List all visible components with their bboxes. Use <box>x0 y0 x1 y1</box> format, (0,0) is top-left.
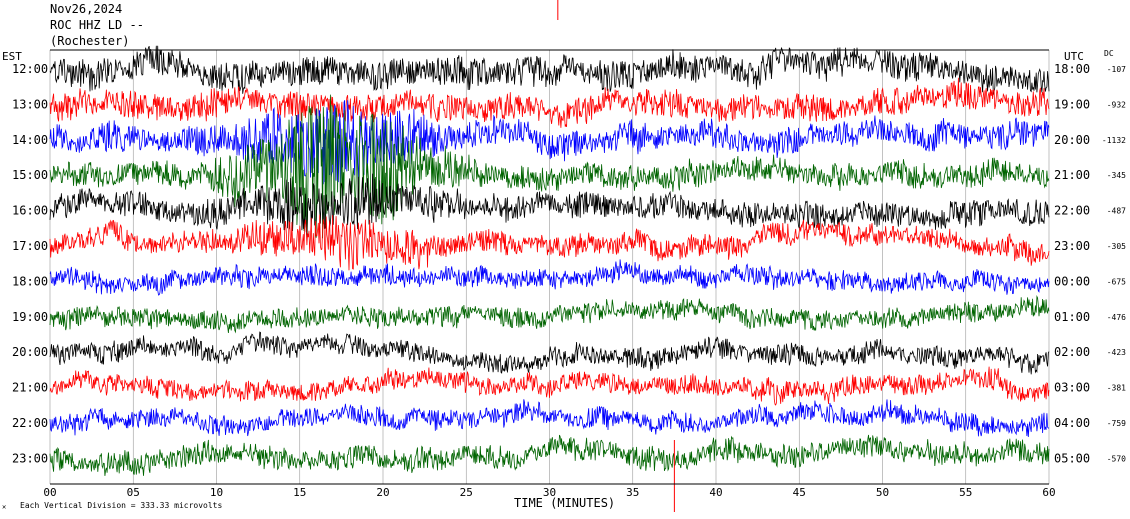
x-tick-label-55: 55 <box>959 486 972 499</box>
est-label-1600: 16:00 <box>12 204 48 218</box>
dc-header-label: DC <box>1104 49 1114 58</box>
utc-label-0100: 01:00 <box>1054 310 1090 324</box>
utc-label-2100: 21:00 <box>1054 168 1090 182</box>
est-label-1300: 13:00 <box>12 97 48 111</box>
trace-2100 <box>49 366 1050 406</box>
x-tick-label-45: 45 <box>793 486 806 499</box>
dc-value-1400: -1132 <box>1102 136 1126 145</box>
trace-1800 <box>49 259 1050 296</box>
trace-1900 <box>49 294 1050 334</box>
dc-value-1800: -675 <box>1107 277 1126 286</box>
dc-value-1900: -476 <box>1107 313 1126 322</box>
x-tick-label-35: 35 <box>626 486 639 499</box>
est-label-1400: 14:00 <box>12 133 48 147</box>
x-axis-title: TIME (MINUTES) <box>514 496 615 510</box>
trace-1700 <box>49 214 1050 271</box>
trace-1500 <box>49 94 1050 242</box>
dc-value-1700: -305 <box>1107 242 1126 251</box>
x-tick-label-40: 40 <box>709 486 722 499</box>
header-date: Nov26,2024 <box>50 2 123 16</box>
utc-label-1800: 18:00 <box>1054 62 1090 76</box>
utc-label-2300: 23:00 <box>1054 239 1090 253</box>
x-tick-label-00: 00 <box>43 486 56 499</box>
dc-value-2200: -759 <box>1107 419 1126 428</box>
trace-group <box>49 45 1050 476</box>
vertical-division-footer: Each Vertical Division = 333.33 microvol… <box>20 501 222 510</box>
utc-label-2000: 20:00 <box>1054 133 1090 147</box>
est-label-2200: 22:00 <box>12 416 48 430</box>
est-label-1200: 12:00 <box>12 62 48 76</box>
trace-2200 <box>49 399 1050 438</box>
est-label-2100: 21:00 <box>12 381 48 395</box>
x-tick-label-20: 20 <box>376 486 389 499</box>
est-label-1800: 18:00 <box>12 274 48 288</box>
utc-label-0300: 03:00 <box>1054 381 1090 395</box>
dc-value-2300: -570 <box>1107 454 1126 463</box>
trace-2000 <box>49 331 1050 375</box>
row-labels: 12:00 18:00 -107 13:00 19:00 -932 14:00 20:00 -1… <box>12 62 1126 465</box>
footer-glyph: ✕ <box>2 503 6 511</box>
left-axis-label: EST <box>2 50 22 63</box>
right-axis-label: UTC <box>1064 50 1084 63</box>
trace-1400 <box>49 100 1050 185</box>
utc-label-0500: 05:00 <box>1054 451 1090 465</box>
dc-value-1500: -345 <box>1107 171 1126 180</box>
header-station: ROC HHZ LD -- <box>50 18 144 32</box>
est-label-1700: 17:00 <box>12 239 48 253</box>
est-label-1900: 19:00 <box>12 310 48 324</box>
utc-label-0400: 04:00 <box>1054 416 1090 430</box>
trace-2300 <box>49 434 1050 476</box>
x-tick-label-10: 10 <box>210 486 223 499</box>
trace-1200 <box>49 45 1050 95</box>
x-tick-label-50: 50 <box>876 486 889 499</box>
trace-1600 <box>49 173 1050 236</box>
utc-label-1900: 19:00 <box>1054 97 1090 111</box>
minute-gridlines <box>49 50 1050 484</box>
trace-1300 <box>49 77 1050 128</box>
dc-value-1600: -487 <box>1107 207 1126 216</box>
x-tick-label-60: 60 <box>1042 486 1055 499</box>
x-tick-label-15: 15 <box>293 486 306 499</box>
est-label-2000: 20:00 <box>12 345 48 359</box>
x-tick-label-25: 25 <box>460 486 473 499</box>
dc-value-1300: -932 <box>1107 100 1126 109</box>
x-tick-label-05: 05 <box>127 486 140 499</box>
x-tick-labels: 00 05 10 15 20 25 30 35 40 45 50 55 60 <box>43 486 1055 499</box>
utc-label-2200: 22:00 <box>1054 204 1090 218</box>
est-label-1500: 15:00 <box>12 168 48 182</box>
dc-value-2000: -423 <box>1107 348 1126 357</box>
x-tick-label-30: 30 <box>543 486 556 499</box>
est-label-2300: 23:00 <box>12 451 48 465</box>
dc-value-1200: -107 <box>1107 65 1126 74</box>
time-markers <box>557 0 675 512</box>
dc-value-2100: -381 <box>1107 384 1126 393</box>
utc-label-0000: 00:00 <box>1054 274 1090 288</box>
utc-label-0200: 02:00 <box>1054 345 1090 359</box>
header-location: (Rochester) <box>50 34 130 48</box>
